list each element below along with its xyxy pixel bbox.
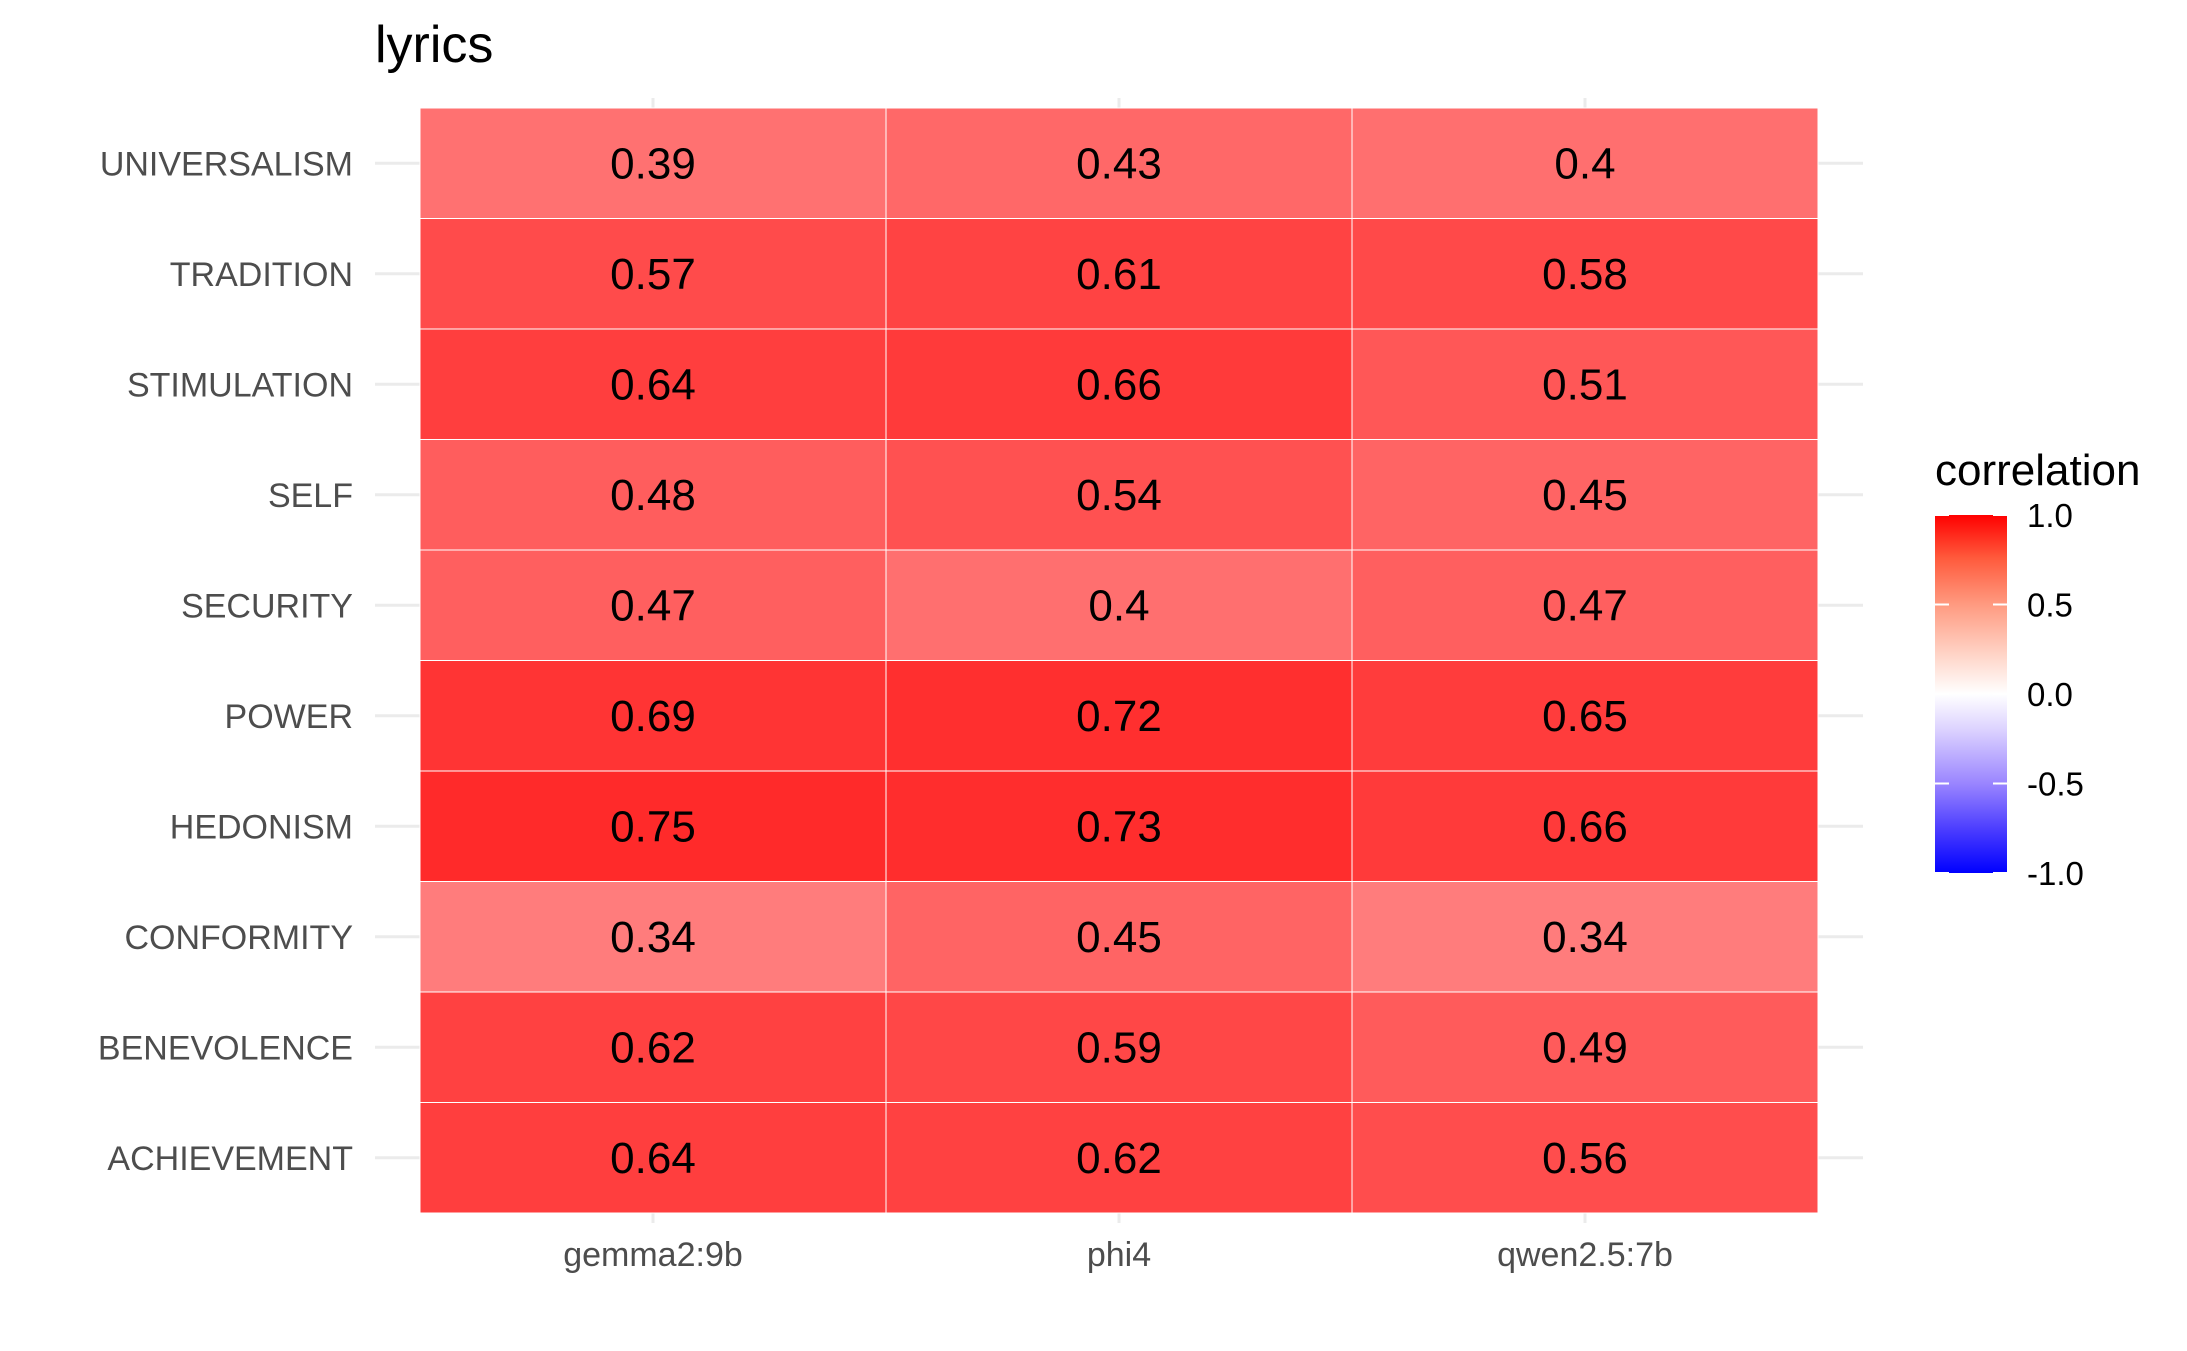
cell-value-label: 0.62 [1076, 1134, 1162, 1183]
heatmap-cell [1351, 660, 1819, 772]
y-axis-tick-label: UNIVERSALISM [100, 145, 353, 183]
cell-value-label: 0.39 [610, 139, 696, 188]
heatmap-cell [419, 218, 887, 330]
heatmap-cell [885, 107, 1353, 219]
y-axis-tick-label: HEDONISM [170, 808, 353, 846]
heatmap-cell [1351, 107, 1819, 219]
heatmap-cell [885, 660, 1353, 772]
cell-value-label: 0.73 [1076, 802, 1162, 851]
heatmap-cell [419, 549, 887, 661]
cell-value-label: 0.48 [610, 471, 696, 520]
cell-value-label: 0.72 [1076, 692, 1162, 741]
heatmap-cell [885, 218, 1353, 330]
heatmap-cell [885, 991, 1353, 1103]
legend-ticks: 1.0 0.5 0.0 -0.5 -1.0 [1935, 497, 2084, 892]
cell-value-label: 0.57 [610, 250, 696, 299]
legend-tick-label: 0.5 [2027, 587, 2073, 624]
cell-value-label: 0.51 [1542, 360, 1628, 409]
heatmap-cell [419, 881, 887, 993]
legend-title: correlation [1935, 446, 2140, 495]
heatmap-cell [1351, 881, 1819, 993]
cell-value-label: 0.45 [1542, 471, 1628, 520]
heatmap-cell [885, 881, 1353, 993]
heatmap-cell [1351, 439, 1819, 551]
cell-value-label: 0.62 [610, 1023, 696, 1072]
heatmap-cell [419, 770, 887, 882]
cell-value-label: 0.4 [1554, 139, 1615, 188]
cell-value-label: 0.69 [610, 692, 696, 741]
cell-value-label: 0.34 [610, 913, 696, 962]
cell-value-label: 0.56 [1542, 1134, 1628, 1183]
x-axis-tick-label: gemma2:9b [563, 1236, 743, 1274]
y-axis-tick-label: SELF [268, 477, 353, 515]
heatmap-cell [885, 549, 1353, 661]
cell-value-label: 0.47 [1542, 581, 1628, 630]
y-axis-tick-label: STIMULATION [127, 366, 353, 404]
color-legend: correlation 1.0 0.5 0.0 -0.5 -1.0 [1935, 446, 2140, 892]
cell-value-label: 0.45 [1076, 913, 1162, 962]
cell-value-labels: 0.39 0.43 0.4 0.57 0.61 0.58 0.64 0.66 0.51 0.48 0… [610, 139, 1628, 1183]
cell-value-label: 0.66 [1076, 360, 1162, 409]
y-axis-tick-label: TRADITION [170, 256, 353, 294]
cell-value-label: 0.58 [1542, 250, 1628, 299]
cell-value-label: 0.49 [1542, 1023, 1628, 1072]
heatmap-cell [419, 328, 887, 440]
y-axis-tick-label: ACHIEVEMENT [107, 1140, 353, 1178]
heatmap-cell [1351, 549, 1819, 661]
heatmap-cell [1351, 328, 1819, 440]
legend-tick-label: -0.5 [2027, 766, 2084, 803]
y-axis-tick-label: CONFORMITY [124, 919, 353, 957]
cell-value-label: 0.61 [1076, 250, 1162, 299]
legend-tick-label: 0.0 [2027, 676, 2073, 713]
legend-tick-label: 1.0 [2027, 497, 2073, 534]
cell-value-label: 0.64 [610, 360, 696, 409]
cell-value-label: 0.43 [1076, 139, 1162, 188]
y-axis-tick-label: BENEVOLENCE [98, 1029, 353, 1067]
cell-value-label: 0.34 [1542, 913, 1628, 962]
legend-tick-label: -1.0 [2027, 855, 2084, 892]
cell-value-label: 0.4 [1088, 581, 1149, 630]
cell-value-label: 0.65 [1542, 692, 1628, 741]
heatmap-cell [1351, 1102, 1819, 1214]
heatmap-cell [419, 991, 887, 1103]
cell-value-label: 0.64 [610, 1134, 696, 1183]
cell-value-label: 0.75 [610, 802, 696, 851]
x-axis-tick-labels: gemma2:9b phi4 qwen2.5:7b [563, 1236, 1673, 1274]
x-axis-tick-label: qwen2.5:7b [1497, 1236, 1673, 1274]
heatmap-cell [885, 439, 1353, 551]
y-axis-tick-label: SECURITY [181, 587, 353, 625]
heatmap-cell [419, 1102, 887, 1214]
cell-value-label: 0.59 [1076, 1023, 1162, 1072]
y-axis-tick-labels: UNIVERSALISM TRADITION STIMULATION SELF SECU… [98, 145, 353, 1178]
heatmap-cells [419, 107, 1819, 1214]
cell-value-label: 0.47 [610, 581, 696, 630]
x-axis-tick-label: phi4 [1087, 1236, 1151, 1274]
cell-value-label: 0.54 [1076, 471, 1162, 520]
heatmap-cell [419, 439, 887, 551]
heatmap-cell [419, 660, 887, 772]
heatmap-cell [419, 107, 887, 219]
y-axis-tick-label: POWER [225, 698, 353, 736]
cell-value-label: 0.66 [1542, 802, 1628, 851]
chart-title: lyrics [375, 16, 493, 74]
heatmap-cell [885, 770, 1353, 882]
heatmap-cell [1351, 770, 1819, 882]
heatmap-cell [1351, 991, 1819, 1103]
